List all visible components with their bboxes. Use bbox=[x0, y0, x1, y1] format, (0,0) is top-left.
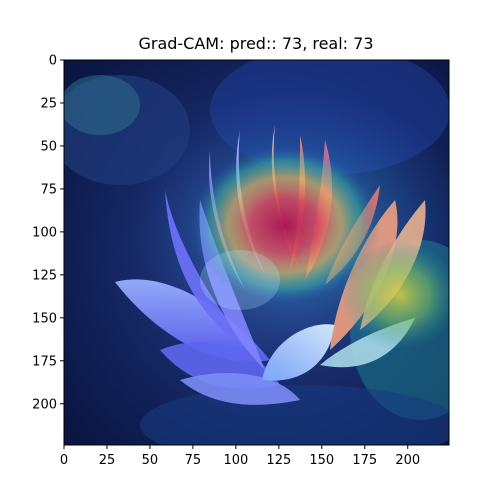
x-tick-label: 200 bbox=[395, 453, 420, 468]
y-tick-label: 50 bbox=[40, 139, 57, 154]
y-tick-label: 150 bbox=[32, 311, 57, 326]
y-tick-label: 175 bbox=[32, 354, 57, 369]
x-tick-label: 125 bbox=[266, 453, 291, 468]
x-tick-label: 75 bbox=[185, 453, 202, 468]
y-tick-label: 200 bbox=[32, 397, 57, 412]
x-tick-label: 175 bbox=[352, 453, 377, 468]
gradcam-image bbox=[64, 60, 449, 445]
y-tick-label: 100 bbox=[32, 225, 57, 240]
y-tick-label: 25 bbox=[40, 96, 57, 111]
x-axis: 0 25 50 75 100 125 150 175 200 bbox=[60, 445, 420, 468]
y-tick-label: 0 bbox=[49, 54, 57, 69]
y-tick-label: 125 bbox=[32, 268, 57, 283]
axes-frame bbox=[63, 59, 450, 446]
x-tick-label: 25 bbox=[99, 453, 116, 468]
y-axis: 0 25 50 75 100 125 150 175 200 bbox=[32, 54, 64, 412]
x-tick-label: 0 bbox=[60, 453, 68, 468]
x-tick-label: 150 bbox=[309, 453, 334, 468]
x-tick-label: 100 bbox=[223, 453, 248, 468]
y-tick-label: 75 bbox=[40, 182, 57, 197]
x-tick-label: 50 bbox=[142, 453, 159, 468]
plot-title: Grad-CAM: pred:: 73, real: 73 bbox=[138, 34, 374, 53]
